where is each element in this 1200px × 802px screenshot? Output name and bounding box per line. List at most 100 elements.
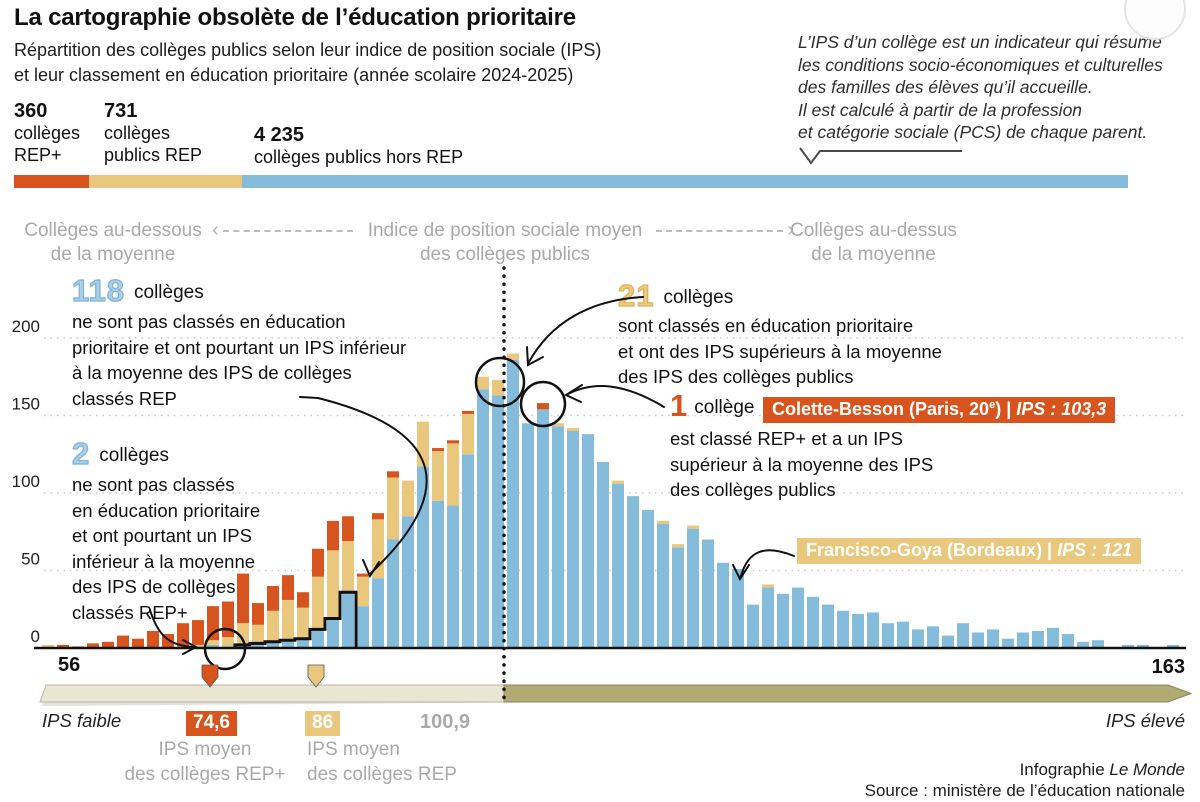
ips-explainer: L’IPS d’un collège est un indicateur qui… — [798, 32, 1163, 142]
bar-hors_rep-57 — [897, 621, 909, 648]
bar-hors_rep-25 — [417, 466, 429, 648]
annotation-1-body: est classé REP+ et a un IPS supérieur à … — [670, 428, 934, 500]
bar-rep-26 — [432, 451, 444, 501]
bar-hors_rep-70 — [1092, 640, 1104, 648]
bar-hors_rep-21 — [357, 606, 369, 648]
legend-label-hors-rep: collèges publics hors REP — [254, 147, 464, 167]
bar-rep-12 — [222, 637, 234, 647]
zone-label-mean: Indice de position sociale moyen des col… — [367, 220, 643, 265]
bar-rep-15 — [267, 610, 279, 642]
bar-hors_rep-36 — [582, 434, 594, 648]
legend-item-hors-rep: 4 235 collèges publics hors REP — [254, 124, 463, 168]
bar-rep_plus-15 — [267, 586, 279, 611]
bar-hors_rep-67 — [1047, 627, 1059, 648]
bar-rep-21 — [357, 576, 369, 607]
page-subtitle: Répartition des collèges publics selon l… — [14, 40, 602, 85]
annotation-118: 118 collèges ne sont pas classés en éduc… — [71, 273, 406, 411]
callout-circle-0 — [203, 627, 247, 671]
bar-hors_rep-63 — [987, 629, 999, 648]
rep-plus-mean-badge: 74,6 — [186, 711, 237, 736]
bar-hors_rep-46 — [732, 568, 744, 648]
bar-hors_rep-33 — [537, 409, 549, 648]
legend-value-rep: 731 — [104, 100, 138, 122]
bar-hors_rep-13 — [237, 644, 249, 648]
francisco-goya-ips: IPS : 121 — [1057, 540, 1133, 560]
annotation-2-body: ne sont pas classés en éducation priorit… — [72, 474, 261, 623]
ytick-0: 0 — [31, 627, 40, 646]
bar-rep-25 — [417, 421, 429, 467]
legend-bar-rep-plus — [14, 175, 90, 188]
bar-rep-43 — [687, 525, 699, 529]
bar-rep-34 — [552, 423, 564, 427]
bar-rep-28 — [462, 413, 474, 455]
bar-rep_plus-14 — [252, 603, 264, 625]
bar-hors_rep-45 — [717, 562, 729, 648]
bar-rep_plus-23 — [387, 471, 399, 478]
bar-hors_rep-62 — [972, 632, 984, 648]
axis-min-label: 56 — [58, 654, 81, 676]
annotation-2: 2 collèges ne sont pas classés en éducat… — [71, 437, 261, 625]
bar-hors_rep-16 — [282, 640, 294, 648]
zone-label-below: Collèges au-dessous de la moyenne — [24, 220, 202, 265]
bar-rep_plus-13 — [237, 573, 249, 624]
rep-plus-mean-marker — [201, 664, 219, 688]
bar-hors_rep-37 — [597, 462, 609, 648]
source-line: Source : ministère de l’éducation nation… — [864, 781, 1185, 800]
bar-rep_plus-20 — [342, 516, 354, 542]
bar-hors_rep-20 — [342, 592, 354, 648]
bar-hors_rep-50 — [792, 587, 804, 648]
bar-rep-48 — [762, 584, 774, 588]
bar-hors_rep-26 — [432, 500, 444, 648]
colette-besson-name: Colette-Besson (Paris, 20 — [772, 399, 990, 419]
legend-bar-rep — [89, 175, 243, 188]
bar-hors_rep-66 — [1032, 630, 1044, 648]
bar-rep-27 — [447, 443, 459, 506]
rep-plus-mean-label: IPS moyen des collèges REP+ — [124, 739, 286, 785]
bar-hors_rep-22 — [372, 578, 384, 648]
bar-hors_rep-34 — [552, 426, 564, 648]
bar-rep_plus-28 — [462, 410, 474, 414]
colette-besson-sup: e — [989, 399, 996, 411]
bar-hors_rep-38 — [612, 483, 624, 648]
annotation-1: 1 collège est classé REP+ et a un IPS su… — [670, 390, 934, 503]
rep-mean-badge: 86 — [305, 711, 341, 736]
callout-circle-2 — [519, 380, 567, 428]
legend-label-rep-plus: collèges REP+ — [14, 123, 81, 165]
bar-hors_rep-55 — [867, 612, 879, 648]
bar-rep_plus-7 — [147, 630, 159, 648]
bar-rep-24 — [402, 480, 414, 517]
bar-hors_rep-59 — [927, 626, 939, 648]
ytick-100: 100 — [12, 472, 40, 491]
bar-rep-0 — [42, 644, 54, 648]
bar-rep-22 — [372, 519, 384, 579]
colette-besson-badge: Colette-Besson (Paris, 20e) | IPS : 103,… — [763, 397, 1116, 423]
bar-hors_rep-39 — [627, 496, 639, 648]
annotation-21: 21 collèges sont classés en éducation pr… — [617, 279, 942, 390]
bar-rep_plus-33 — [537, 403, 549, 410]
bar-hors_rep-61 — [957, 623, 969, 648]
ips-high-label: IPS élevé — [1105, 710, 1185, 731]
bar-hors_rep-24 — [402, 516, 414, 648]
ytick-200: 200 — [12, 317, 40, 336]
chevron-right-icon: › — [787, 219, 794, 241]
bar-hors_rep-49 — [777, 593, 789, 648]
bar-rep_plus-18 — [312, 548, 324, 577]
bar-rep_plus-27 — [447, 440, 459, 444]
bar-hors_rep-73 — [1137, 644, 1149, 648]
annotation-118-number: 118 — [71, 273, 126, 308]
bar-hors_rep-56 — [882, 623, 894, 648]
dash-line-right — [656, 229, 784, 232]
annotation-2-unit: collèges — [99, 445, 169, 466]
bar-hors_rep-29 — [477, 389, 489, 648]
francisco-goya-name: Francisco-Goya (Bordeaux) | — [806, 540, 1058, 560]
bar-rep_plus-6 — [132, 638, 144, 648]
legend-label-rep: collèges publics REP — [104, 123, 203, 165]
bar-hors_rep-30 — [492, 395, 504, 648]
bar-rep_plus-22 — [372, 513, 384, 520]
bar-rep-16 — [282, 599, 294, 641]
bar-hors_rep-28 — [462, 454, 474, 648]
bar-hors_rep-54 — [852, 613, 864, 648]
legend-value-rep-plus: 360 — [14, 100, 48, 122]
bar-rep_plus-3 — [87, 643, 99, 648]
